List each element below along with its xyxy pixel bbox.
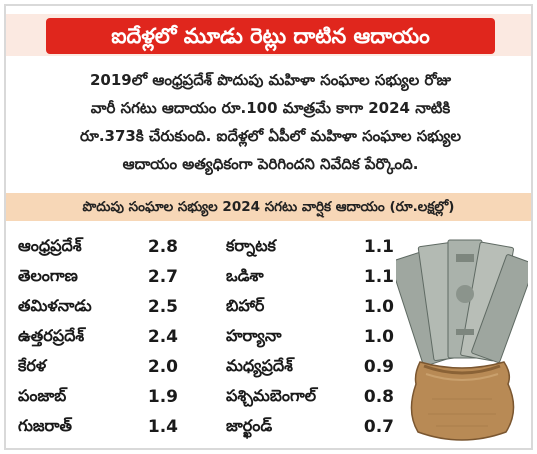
state-name: పంజాబ్	[18, 385, 67, 405]
money-bag-icon	[396, 239, 528, 441]
title-band: ఐదేళ్లలో మూడు రెట్లు దాటిన ఆదాయం	[6, 6, 531, 62]
state-name: ఉత్తరప్రదేశ్	[18, 325, 85, 345]
state-name: మధ్యప్రదేశ్	[226, 355, 293, 375]
state-name: ఒడిశా	[226, 265, 264, 285]
state-name: జార్ఖండ్	[226, 415, 273, 435]
table-row: తమిళనాడు 2.5	[18, 292, 178, 322]
income-value: 2.4	[147, 327, 178, 347]
summary-line: 2019లో ఆంధ్రప్రదేశ్ పొదుపు మహిళా సంఘాల స…	[89, 71, 452, 89]
headline: ఐదేళ్లలో మూడు రెట్లు దాటిన ఆదాయం	[46, 18, 495, 54]
table-row: తెలంగాణ 2.7	[18, 262, 178, 292]
state-income-list-left: ఆంధ్రప్రదేశ్ 2.8 తెలంగాణ 2.7 తమిళనాడు 2.5 ఉ…	[18, 232, 178, 442]
table-row: జార్ఖండ్ 0.7	[226, 412, 394, 442]
table-row: పంజాబ్ 1.9	[18, 382, 178, 412]
table-row: ఆంధ్రప్రదేశ్ 2.8	[18, 232, 178, 262]
summary-line: రూ.373కి చేరుకుంది. ఐదేళ్లలో ఏపీలో మహిళా…	[79, 127, 462, 145]
income-value: 0.7	[363, 417, 394, 437]
summary-line: వారీ సగటు ఆదాయం రూ.100 మాత్రమే కాగా 2024…	[90, 99, 451, 117]
income-value: 1.4	[147, 417, 178, 437]
income-value: 1.1	[363, 237, 394, 257]
income-value: 0.9	[363, 357, 394, 377]
income-value: 1.1	[363, 267, 394, 287]
table-row: హర్యానా 1.0	[226, 322, 394, 352]
state-name: తెలంగాణ	[18, 265, 78, 285]
table-row: కర్నాటక 1.1	[226, 232, 394, 262]
state-name: హర్యానా	[226, 325, 282, 345]
income-value: 2.8	[147, 237, 178, 257]
summary-paragraph: 2019లో ఆంధ్రప్రదేశ్ పొదుపు మహిళా సంఘాల స…	[16, 66, 525, 178]
state-income-list-right: కర్నాటక 1.1 ఒడిశా 1.1 బిహార్ 1.0 హర్యానా 1.0…	[226, 232, 394, 442]
state-name: కర్నాటక	[226, 235, 276, 255]
state-name: తమిళనాడు	[18, 295, 92, 315]
table-row: ఒడిశా 1.1	[226, 262, 394, 292]
income-value: 2.5	[147, 297, 178, 317]
income-value: 1.0	[363, 327, 394, 347]
income-value: 1.0	[363, 297, 394, 317]
summary-line: ఆదాయం అత్యధికంగా పెరిగిందని నివేదిక పేర్…	[122, 155, 419, 173]
table-row: మధ్యప్రదేశ్ 0.9	[226, 352, 394, 382]
income-value: 1.9	[147, 387, 178, 407]
table-row: పశ్చిమబెంగాల్ 0.8	[226, 382, 394, 412]
state-name: ఆంధ్రప్రదేశ్	[18, 235, 82, 255]
state-name: బిహార్	[226, 295, 265, 315]
income-value: 0.8	[363, 387, 394, 407]
income-value: 2.7	[147, 267, 178, 287]
table-row: బిహార్ 1.0	[226, 292, 394, 322]
table-title: పొదుపు సంఘాల సభ్యుల 2024 సగటు వార్షిక ఆద…	[6, 193, 531, 221]
state-name: పశ్చిమబెంగాల్	[226, 385, 317, 405]
table-row: గుజరాత్ 1.4	[18, 412, 178, 442]
table-row: ఉత్తరప్రదేశ్ 2.4	[18, 322, 178, 352]
income-value: 2.0	[147, 357, 178, 377]
infographic-card: ఐదేళ్లలో మూడు రెట్లు దాటిన ఆదాయం 2019లో …	[4, 4, 533, 450]
state-name: గుజరాత్	[18, 415, 73, 435]
state-name: కేరళ	[18, 355, 47, 375]
banknotes-illustration	[396, 239, 528, 367]
table-row: కేరళ 2.0	[18, 352, 178, 382]
sack-illustration	[410, 361, 515, 441]
